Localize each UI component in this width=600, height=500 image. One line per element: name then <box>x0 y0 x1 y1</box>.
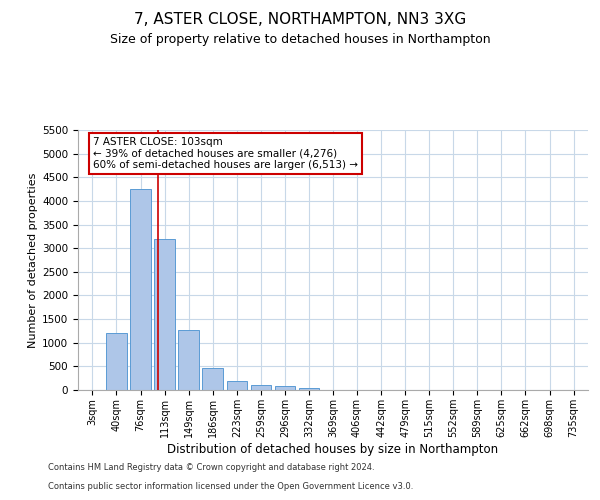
Text: Contains HM Land Registry data © Crown copyright and database right 2024.: Contains HM Land Registry data © Crown c… <box>48 464 374 472</box>
Bar <box>154 238 175 390</box>
Bar <box>106 334 127 390</box>
Bar <box>202 368 223 390</box>
Bar <box>275 386 295 390</box>
Text: Size of property relative to detached houses in Northampton: Size of property relative to detached ho… <box>110 32 490 46</box>
Bar <box>178 330 199 390</box>
Text: Contains public sector information licensed under the Open Government Licence v3: Contains public sector information licen… <box>48 482 413 491</box>
Text: 7, ASTER CLOSE, NORTHAMPTON, NN3 3XG: 7, ASTER CLOSE, NORTHAMPTON, NN3 3XG <box>134 12 466 28</box>
Bar <box>251 386 271 390</box>
Bar <box>227 380 247 390</box>
Text: 7 ASTER CLOSE: 103sqm
← 39% of detached houses are smaller (4,276)
60% of semi-d: 7 ASTER CLOSE: 103sqm ← 39% of detached … <box>93 137 358 170</box>
Bar <box>299 388 319 390</box>
Y-axis label: Number of detached properties: Number of detached properties <box>28 172 38 348</box>
X-axis label: Distribution of detached houses by size in Northampton: Distribution of detached houses by size … <box>167 442 499 456</box>
Bar <box>130 189 151 390</box>
